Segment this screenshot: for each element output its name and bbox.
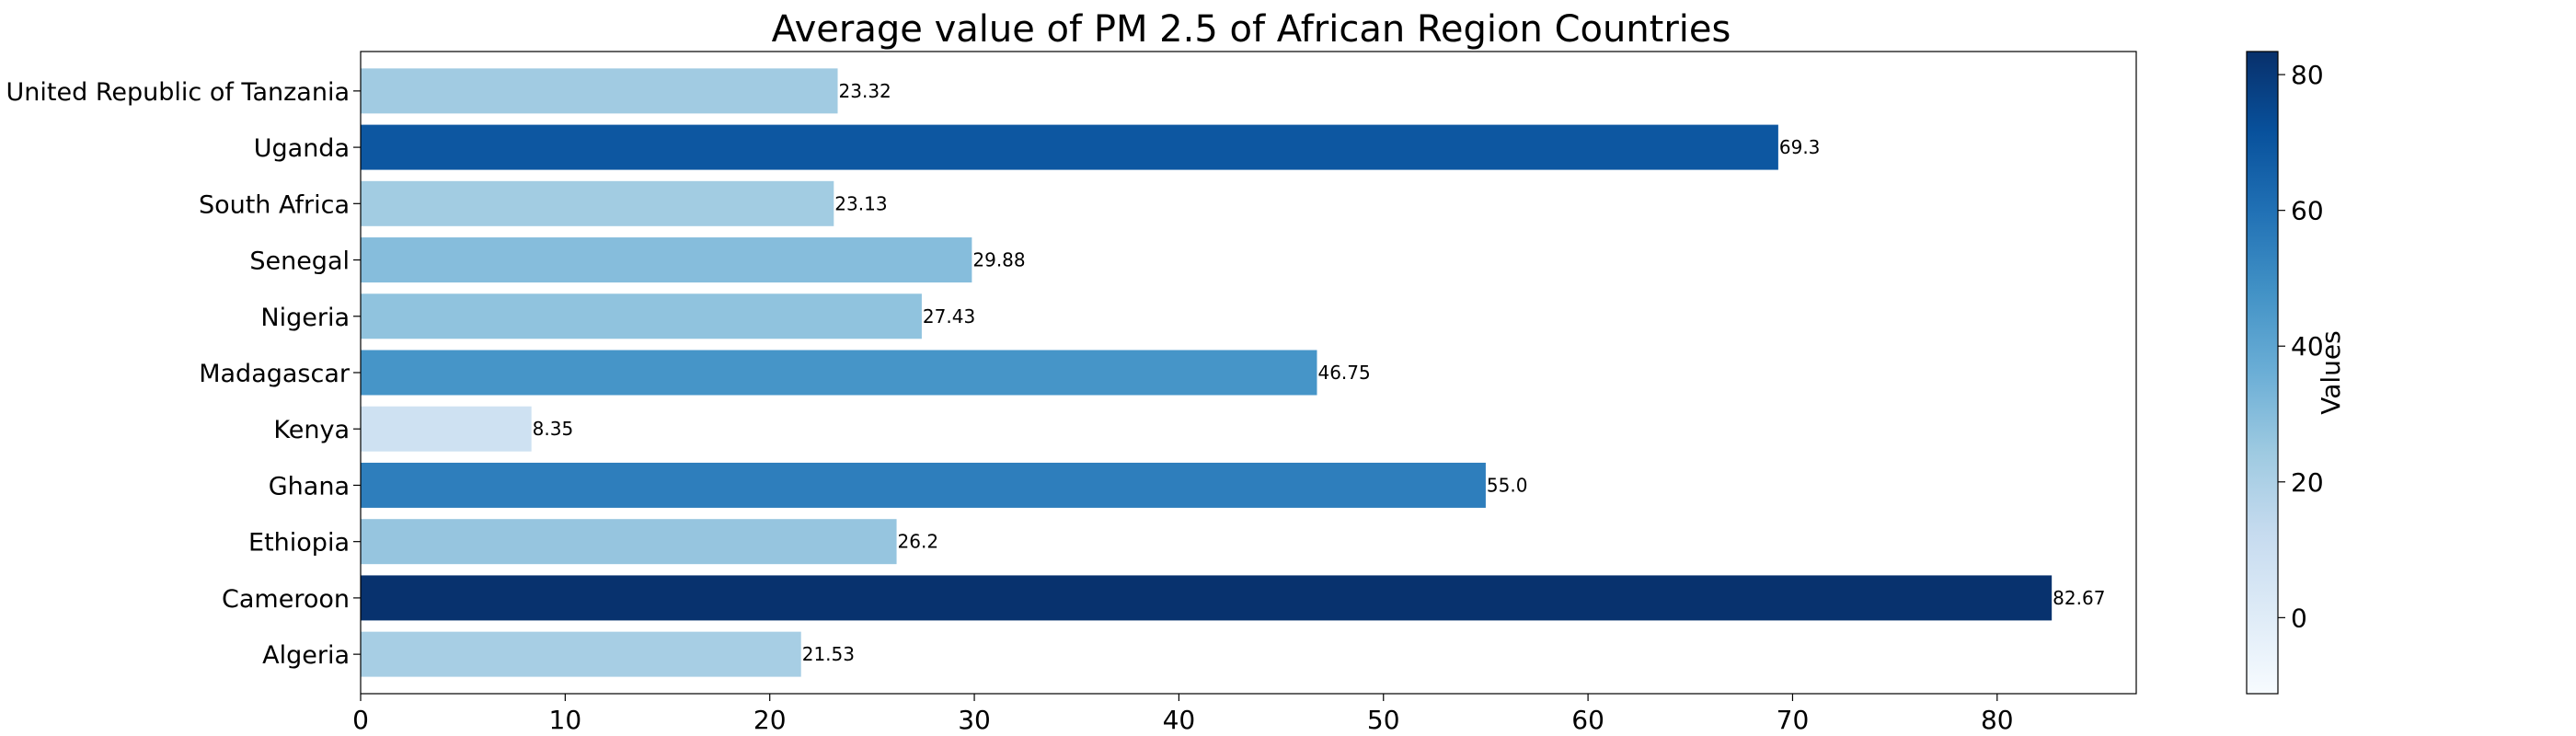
- x-tick-label: 10: [549, 705, 582, 735]
- data-label: 46.75: [1317, 362, 1370, 384]
- data-label: 69.3: [1779, 136, 1821, 158]
- y-axis: Algeria Cameroon Ethiopia Ghana Kenya Madagas…: [6, 78, 361, 670]
- bar-ethiopia: [361, 519, 897, 565]
- y-tick-label: Ethiopia: [248, 529, 350, 558]
- y-tick-label: Nigeria: [260, 304, 350, 332]
- chart-title: Average value of PM 2.5 of African Regio…: [772, 8, 1731, 51]
- y-tick-label: Senegal: [249, 247, 350, 276]
- colorbar-tick-label: 20: [2291, 467, 2324, 498]
- colorbar-tick-label: 60: [2291, 196, 2324, 226]
- bar-madagascar: [361, 350, 1317, 396]
- colorbar-tick-label: 80: [2291, 60, 2324, 90]
- colorbar-label: Values: [2316, 330, 2346, 414]
- bar-nigeria: [361, 293, 922, 339]
- x-axis: 0 10 20 30 40 50 60 70 80: [352, 694, 2014, 735]
- colorbar-gradient: [2246, 51, 2279, 695]
- bar-kenya: [361, 406, 532, 452]
- plot-frame: [360, 51, 2137, 695]
- x-tick-label: 70: [1777, 705, 1810, 735]
- y-tick-label: Algeria: [262, 641, 350, 670]
- bar-united-republic-of-tanzania: [361, 68, 838, 114]
- colorbar: Values 0 20 40 60 80: [2246, 51, 2346, 695]
- x-tick-label: 0: [352, 705, 369, 735]
- bar-senegal: [361, 237, 972, 283]
- bar-south-africa: [361, 180, 834, 226]
- bar-cameroon: [361, 575, 2053, 621]
- data-label: 27.43: [923, 305, 975, 328]
- data-label: 8.35: [533, 418, 574, 440]
- y-tick-label: Madagascar: [199, 360, 351, 388]
- data-label: 55.0: [1487, 474, 1528, 496]
- colorbar-tick-label: 40: [2291, 331, 2324, 362]
- bar-uganda: [361, 124, 1778, 170]
- x-tick-label: 20: [753, 705, 787, 735]
- data-label: 82.67: [2053, 587, 2105, 609]
- y-tick-label: United Republic of Tanzania: [6, 78, 350, 107]
- y-tick-label: Ghana: [269, 472, 350, 500]
- bar-ghana: [361, 462, 1486, 508]
- bars-layer: 21.53 82.67 26.2 55.0 8.35 46.75 27.43 29.88 23.…: [361, 68, 2105, 677]
- data-label: 23.32: [839, 80, 891, 102]
- y-tick-label: Uganda: [254, 134, 350, 163]
- data-label: 23.13: [834, 192, 887, 214]
- y-tick-label: Cameroon: [222, 585, 350, 614]
- data-label: 29.88: [972, 249, 1025, 271]
- x-tick-label: 60: [1571, 705, 1604, 735]
- data-label: 26.2: [898, 531, 939, 553]
- x-tick-label: 80: [1981, 705, 2014, 735]
- y-tick-label: South Africa: [199, 190, 350, 219]
- data-label: 21.53: [802, 643, 855, 665]
- bar-algeria: [361, 631, 801, 677]
- x-tick-label: 40: [1163, 705, 1196, 735]
- x-tick-label: 50: [1367, 705, 1400, 735]
- x-tick-label: 30: [958, 705, 991, 735]
- colorbar-tick-label: 0: [2291, 603, 2307, 633]
- y-tick-label: Kenya: [273, 416, 350, 444]
